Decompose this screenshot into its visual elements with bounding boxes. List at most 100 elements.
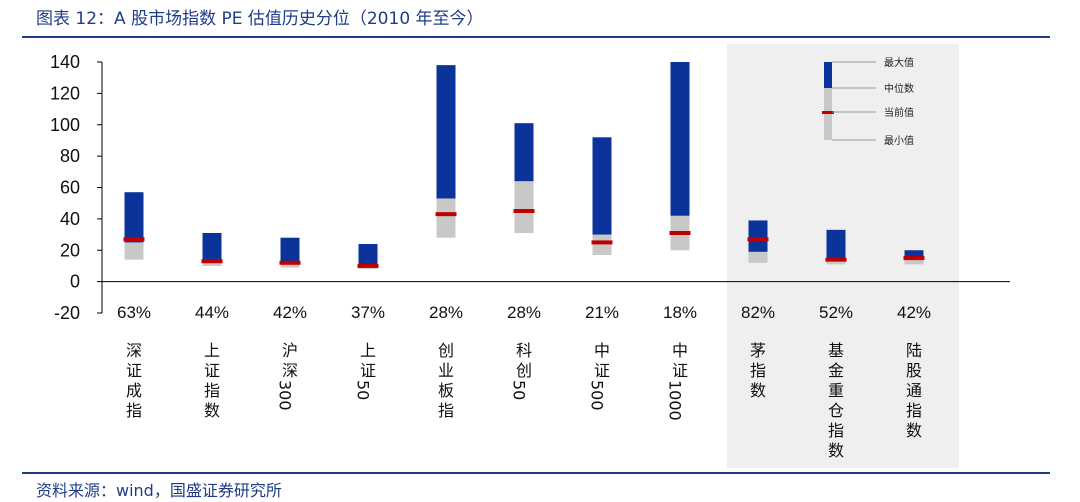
percentile-label: 52% xyxy=(819,303,853,322)
bar-lower-segment xyxy=(514,181,534,233)
category-label-part: 板 xyxy=(438,381,454,400)
category-label-part: 证 xyxy=(360,361,376,380)
percentile-label: 42% xyxy=(897,303,931,322)
category-label-part: 50 xyxy=(510,380,529,400)
y-tick-label: 140 xyxy=(50,52,80,72)
category-label-part: 成 xyxy=(126,381,142,400)
current-value-marker xyxy=(903,256,925,261)
category-label-part: 科 xyxy=(516,341,532,360)
legend-upper-swatch xyxy=(824,62,832,88)
category-label-part: 创 xyxy=(438,341,454,360)
category-label-part: 通 xyxy=(906,381,922,400)
category-label-part: 指 xyxy=(438,401,454,420)
category-label-part: 上 xyxy=(204,341,220,360)
current-value-marker xyxy=(279,260,301,265)
category-label-part: 数 xyxy=(204,401,220,420)
category-labels: 深证成指上证指数沪深300上证50创业板指科创50中证500中证1000茅指数基… xyxy=(126,341,922,460)
bar-lower-segment xyxy=(124,242,144,260)
bar-upper-segment xyxy=(358,243,378,265)
category-label-part: 1000 xyxy=(666,380,685,421)
percentile-label: 37% xyxy=(351,303,385,322)
bar-upper-segment xyxy=(748,220,768,252)
category-label-part: 业 xyxy=(438,361,454,380)
category-label-part: 沪 xyxy=(282,341,298,360)
bar-lower-segment xyxy=(748,251,768,263)
bar-lower-segment xyxy=(904,258,924,265)
current-value-marker xyxy=(201,259,223,264)
bar-upper-segment xyxy=(202,232,222,260)
percentile-label: 28% xyxy=(429,303,463,322)
bar-upper-segment xyxy=(592,137,612,235)
y-tick-label: 100 xyxy=(50,115,80,135)
bottom-rule xyxy=(22,472,1050,474)
chart-title: 图表 12：A 股市场指数 PE 估值历史分位（2010 年至今） xyxy=(36,9,484,29)
category-label-part: 数 xyxy=(906,421,922,440)
percentile-label: 82% xyxy=(741,303,775,322)
category-label-part: 中 xyxy=(594,341,610,360)
bar-upper-segment xyxy=(670,62,690,216)
percentile-label: 42% xyxy=(273,303,307,322)
category-label-part: 50 xyxy=(354,380,373,400)
current-value-marker xyxy=(669,230,691,235)
percentile-label: 63% xyxy=(117,303,151,322)
y-tick-label: -20 xyxy=(54,303,80,323)
bar-lower-segment xyxy=(592,234,612,255)
bar-upper-segment xyxy=(436,65,456,199)
current-value-marker xyxy=(747,237,769,242)
category-label-part: 证 xyxy=(672,361,688,380)
category-label-part: 仓 xyxy=(828,401,844,420)
category-label-part: 指 xyxy=(204,381,220,400)
y-tick-label: 60 xyxy=(60,178,80,198)
y-tick-label: 20 xyxy=(60,240,80,260)
bar-upper-segment xyxy=(904,250,924,259)
category-label-part: 证 xyxy=(126,361,142,380)
legend-label: 最大值 xyxy=(884,56,914,69)
category-label-part: 数 xyxy=(828,441,844,460)
legend-current-swatch xyxy=(822,111,834,114)
y-tick-label: 80 xyxy=(60,146,80,166)
current-value-marker xyxy=(825,257,847,262)
current-value-marker xyxy=(513,209,535,214)
percentile-labels: 63% 44% 42% 37% 28% 28% 21% 18% 82% 52% 42% xyxy=(117,303,931,322)
legend-label: 当前值 xyxy=(884,106,914,119)
percentile-label: 18% xyxy=(663,303,697,322)
category-label-part: 重 xyxy=(828,381,844,400)
category-label-part: 上 xyxy=(360,341,376,360)
category-label-part: 股 xyxy=(906,361,922,380)
current-value-marker xyxy=(591,240,613,245)
legend-label: 最小值 xyxy=(884,134,914,147)
top-rule xyxy=(22,36,1050,38)
percentile-label: 28% xyxy=(507,303,541,322)
category-label-part: 数 xyxy=(750,381,766,400)
category-label-part: 金 xyxy=(828,361,844,380)
category-label-part: 证 xyxy=(204,361,220,380)
current-value-marker xyxy=(123,237,145,242)
source-note: 资料来源：wind，国盛证券研究所 xyxy=(36,481,282,500)
category-label-part: 指 xyxy=(906,401,922,420)
bar-upper-segment xyxy=(826,229,846,259)
category-label-part: 证 xyxy=(594,361,610,380)
y-axis: -20 0 20 40 60 80 100 120 140 xyxy=(50,52,1010,323)
category-label-part: 指 xyxy=(126,401,142,420)
category-label-part: 500 xyxy=(588,380,607,411)
category-label-part: 指 xyxy=(828,421,844,440)
current-value-marker xyxy=(435,212,457,217)
bar-upper-segment xyxy=(514,123,534,182)
bar-upper-segment xyxy=(124,192,144,243)
category-label-part: 指 xyxy=(750,361,766,380)
legend-label: 中位数 xyxy=(884,82,914,95)
bars-layer xyxy=(123,62,925,270)
y-tick-label: 40 xyxy=(60,209,80,229)
y-tick-label: 120 xyxy=(50,83,80,103)
category-label-part: 创 xyxy=(516,361,532,380)
percentile-label: 44% xyxy=(195,303,229,322)
category-label-part: 陆 xyxy=(906,341,922,360)
bar-lower-segment xyxy=(436,198,456,238)
category-label-part: 300 xyxy=(276,380,295,411)
category-label-part: 茅 xyxy=(750,341,766,360)
percentile-label: 21% xyxy=(585,303,619,322)
category-label-part: 基 xyxy=(828,341,844,360)
category-label-part: 深 xyxy=(282,361,298,380)
